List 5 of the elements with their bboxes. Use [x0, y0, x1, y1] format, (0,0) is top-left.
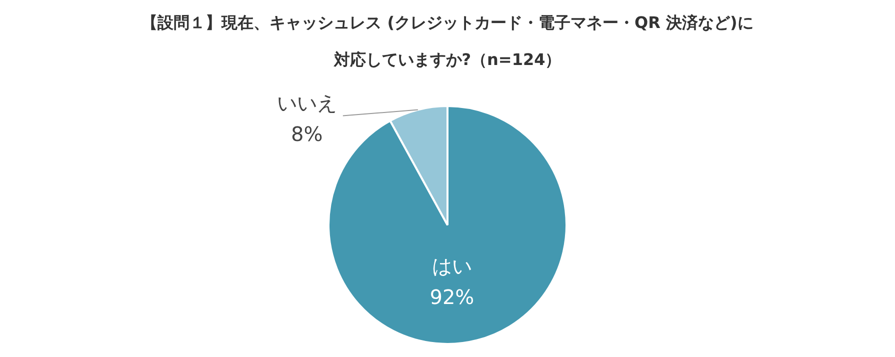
slice-label: はい [432, 254, 472, 278]
data-label: 92% [430, 284, 474, 309]
slice-label: いいえ [276, 90, 337, 115]
chart-title: 【設問１】現在、キャッシュレス (クレジットカード・電子マネー・QR 決済など)に対応していますか?（n=124） [141, 12, 754, 71]
data-label: 8% [291, 122, 323, 146]
